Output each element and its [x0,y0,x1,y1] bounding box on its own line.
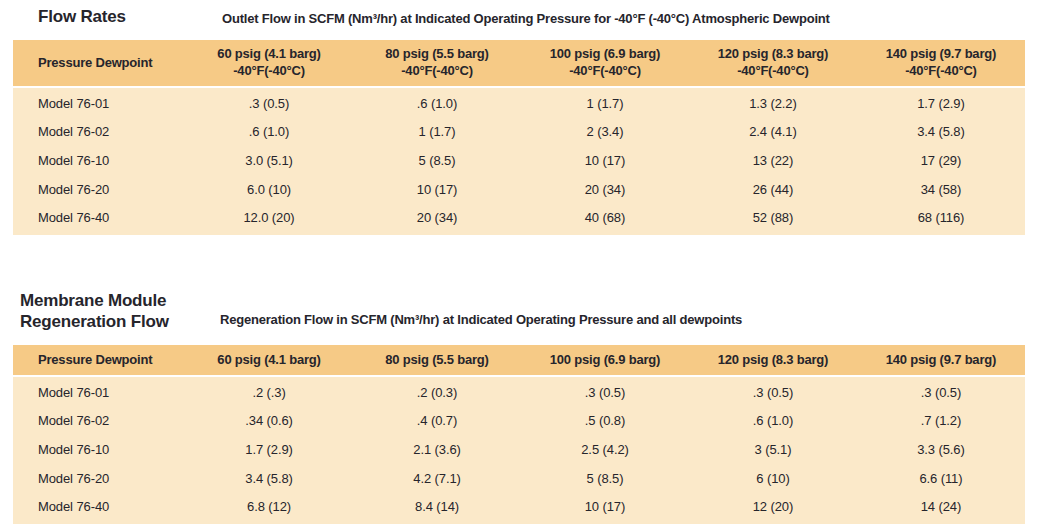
table-row: Model 76-103.0 (5.1)5 (8.5)10 (17)13 (22… [13,146,1025,175]
table-row: Model 76-101.7 (2.9)2.1 (3.6)2.5 (4.2)3 … [13,435,1025,464]
value-cell: 2 (3.4) [521,124,689,139]
regeneration-flow-table: Pressure Dewpoint60 psig (4.1 barg)80 ps… [13,345,1025,524]
value-cell: 1.7 (2.9) [857,96,1025,111]
flow-rates-table: Pressure Dewpoint60 psig (4.1 barg)-40°F… [13,40,1025,235]
value-cell: 3 (5.1) [689,442,857,457]
value-cell: 3.0 (5.1) [185,153,353,168]
value-cell: .6 (1.0) [353,96,521,111]
header-cell-pressure: 60 psig (4.1 barg) [185,352,353,369]
header-cell-pressure-dewpoint: Pressure Dewpoint [13,352,185,369]
header-cell-pressure: 120 psig (8.3 barg)-40°F(-40°C) [689,46,857,80]
value-cell: .6 (1.0) [689,413,857,428]
header-cell-pressure: 140 psig (9.7 barg) [857,352,1025,369]
value-cell: .2 (.3) [185,385,353,400]
flow-rates-heading: Flow Rates [38,7,126,28]
table-row: Model 76-203.4 (5.8)4.2 (7.1)5 (8.5)6 (1… [13,464,1025,493]
model-cell: Model 76-02 [13,124,185,139]
model-cell: Model 76-40 [13,210,185,225]
model-cell: Model 76-01 [13,385,185,400]
value-cell: 12 (20) [689,499,857,514]
flow-rates-subtitle: Outlet Flow in SCFM (Nm³/hr) at Indicate… [222,11,830,26]
model-cell: Model 76-20 [13,471,185,486]
value-cell: 52 (88) [689,210,857,225]
regeneration-flow-subtitle: Regeneration Flow in SCFM (Nm³/hr) at In… [220,312,742,327]
value-cell: 26 (44) [689,182,857,197]
value-cell: 1 (1.7) [521,96,689,111]
header-cell-pressure: 140 psig (9.7 barg)-40°F(-40°C) [857,46,1025,80]
value-cell: 17 (29) [857,153,1025,168]
header-cell-pressure: 120 psig (8.3 barg) [689,352,857,369]
value-cell: .3 (0.5) [185,96,353,111]
value-cell: 5 (8.5) [521,471,689,486]
value-cell: 6.6 (11) [857,471,1025,486]
value-cell: 8.4 (14) [353,499,521,514]
table-row: Model 76-01.3 (0.5).6 (1.0)1 (1.7)1.3 (2… [13,89,1025,118]
regeneration-flow-table-body: Model 76-01.2 (.3).2 (0.3).3 (0.5).3 (0.… [13,377,1025,524]
value-cell: .2 (0.3) [353,385,521,400]
flow-rates-table-body: Model 76-01.3 (0.5).6 (1.0)1 (1.7)1.3 (2… [13,88,1025,235]
value-cell: 14 (24) [857,499,1025,514]
value-cell: 2.4 (4.1) [689,124,857,139]
value-cell: .3 (0.5) [521,385,689,400]
header-cell-pressure: 80 psig (5.5 barg) [353,352,521,369]
regeneration-flow-heading: Membrane Module Regeneration Flow [20,291,169,332]
value-cell: 34 (58) [857,182,1025,197]
value-cell: 1.7 (2.9) [185,442,353,457]
value-cell: 13 (22) [689,153,857,168]
value-cell: .3 (0.5) [689,385,857,400]
header-cell-pressure: 100 psig (6.9 barg)-40°F(-40°C) [521,46,689,80]
value-cell: 5 (8.5) [353,153,521,168]
value-cell: 3.4 (5.8) [857,124,1025,139]
value-cell: 3.3 (5.6) [857,442,1025,457]
value-cell: 4.2 (7.1) [353,471,521,486]
value-cell: 6 (10) [689,471,857,486]
value-cell: 12.0 (20) [185,210,353,225]
table-row: Model 76-01.2 (.3).2 (0.3).3 (0.5).3 (0.… [13,378,1025,407]
value-cell: .34 (0.6) [185,413,353,428]
value-cell: 6.8 (12) [185,499,353,514]
model-cell: Model 76-02 [13,413,185,428]
value-cell: .3 (0.5) [857,385,1025,400]
table-row: Model 76-02.34 (0.6).4 (0.7).5 (0.8).6 (… [13,407,1025,436]
model-cell: Model 76-10 [13,442,185,457]
value-cell: 20 (34) [353,210,521,225]
table-row: Model 76-02.6 (1.0)1 (1.7)2 (3.4)2.4 (4.… [13,118,1025,147]
header-cell-pressure-dewpoint: Pressure Dewpoint [13,55,185,72]
value-cell: 2.1 (3.6) [353,442,521,457]
regeneration-flow-table-header-row: Pressure Dewpoint60 psig (4.1 barg)80 ps… [13,345,1025,375]
value-cell: .4 (0.7) [353,413,521,428]
value-cell: 10 (17) [353,182,521,197]
value-cell: 1 (1.7) [353,124,521,139]
table-row: Model 76-4012.0 (20)20 (34)40 (68)52 (88… [13,203,1025,232]
value-cell: 10 (17) [521,499,689,514]
value-cell: 3.4 (5.8) [185,471,353,486]
value-cell: 68 (116) [857,210,1025,225]
value-cell: .5 (0.8) [521,413,689,428]
value-cell: 20 (34) [521,182,689,197]
header-cell-pressure: 100 psig (6.9 barg) [521,352,689,369]
model-cell: Model 76-10 [13,153,185,168]
value-cell: 2.5 (4.2) [521,442,689,457]
value-cell: .6 (1.0) [185,124,353,139]
value-cell: 10 (17) [521,153,689,168]
table-row: Model 76-406.8 (12)8.4 (14)10 (17)12 (20… [13,492,1025,521]
value-cell: 40 (68) [521,210,689,225]
flow-rates-table-header-row: Pressure Dewpoint60 psig (4.1 barg)-40°F… [13,40,1025,86]
value-cell: 1.3 (2.2) [689,96,857,111]
model-cell: Model 76-01 [13,96,185,111]
value-cell: .7 (1.2) [857,413,1025,428]
model-cell: Model 76-40 [13,499,185,514]
header-cell-pressure: 80 psig (5.5 barg)-40°F(-40°C) [353,46,521,80]
value-cell: 6.0 (10) [185,182,353,197]
table-row: Model 76-206.0 (10)10 (17)20 (34)26 (44)… [13,175,1025,204]
model-cell: Model 76-20 [13,182,185,197]
header-cell-pressure: 60 psig (4.1 barg)-40°F(-40°C) [185,46,353,80]
